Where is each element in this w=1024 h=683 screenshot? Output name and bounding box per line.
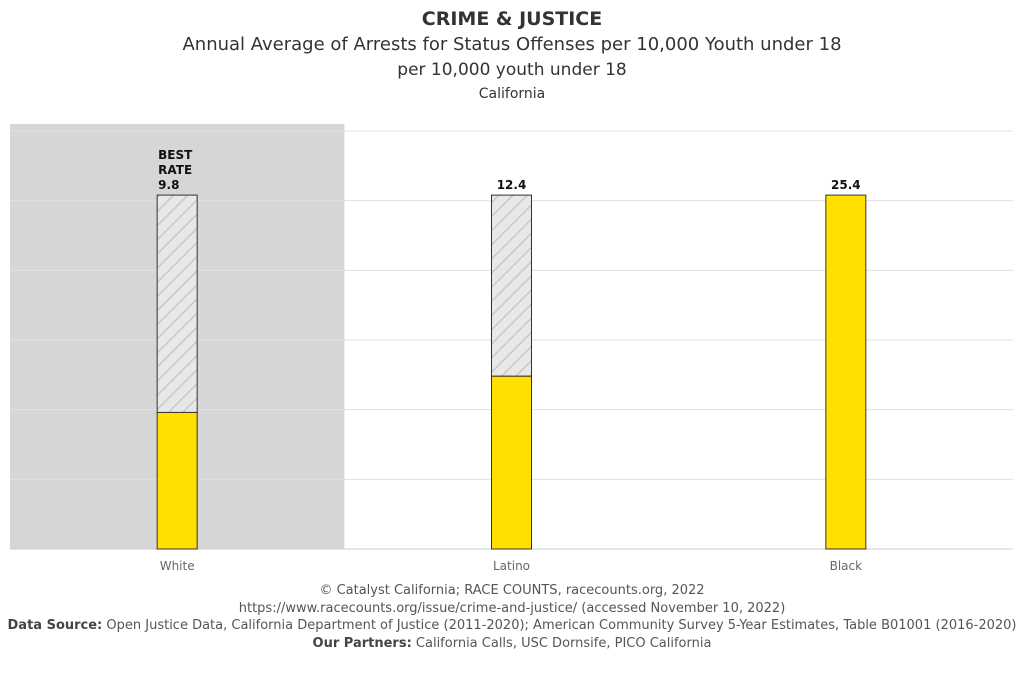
bar-white — [156, 411, 198, 550]
data-label: BEST — [158, 148, 193, 162]
data-source-text: Open Justice Data, California Department… — [102, 618, 1017, 633]
bar-gap-to-max — [491, 194, 532, 377]
bar-latino — [491, 375, 532, 550]
chart-footer: © Catalyst California; RACE COUNTS, race… — [0, 582, 1024, 652]
data-label: 25.4 — [831, 178, 861, 192]
chart-subtitle-geography: California — [478, 86, 546, 102]
data-label: RATE — [158, 163, 192, 177]
data-source: Data Source: Open Justice Data, Californ… — [0, 617, 1024, 635]
chart-subtitle-units: per 10,000 youth under 18 — [397, 60, 627, 80]
chart-title: CRIME & JUSTICE — [421, 8, 603, 30]
partners-text: California Calls, USC Dornsife, PICO Cal… — [411, 635, 712, 651]
x-tick-label: Black — [830, 559, 863, 573]
partners-label: Our Partners: — [312, 635, 412, 651]
bar-gap-to-max — [156, 194, 198, 413]
copyright-text: © Catalyst California; RACE COUNTS, race… — [319, 583, 705, 598]
chart-subtitle: Annual Average of Arrests for Status Off… — [182, 34, 842, 55]
source-url[interactable]: https://www.racecounts.org/issue/crime-a… — [238, 600, 786, 616]
data-label: 12.4 — [497, 178, 527, 192]
partners: Our Partners: California Calls, USC Dorn… — [0, 635, 1024, 653]
x-tick-label: Latino — [493, 559, 530, 573]
data-source-label: Data Source: — [7, 618, 103, 633]
bar-black — [825, 194, 867, 550]
x-tick-label: White — [160, 559, 195, 573]
data-label: 9.8 — [158, 178, 179, 192]
